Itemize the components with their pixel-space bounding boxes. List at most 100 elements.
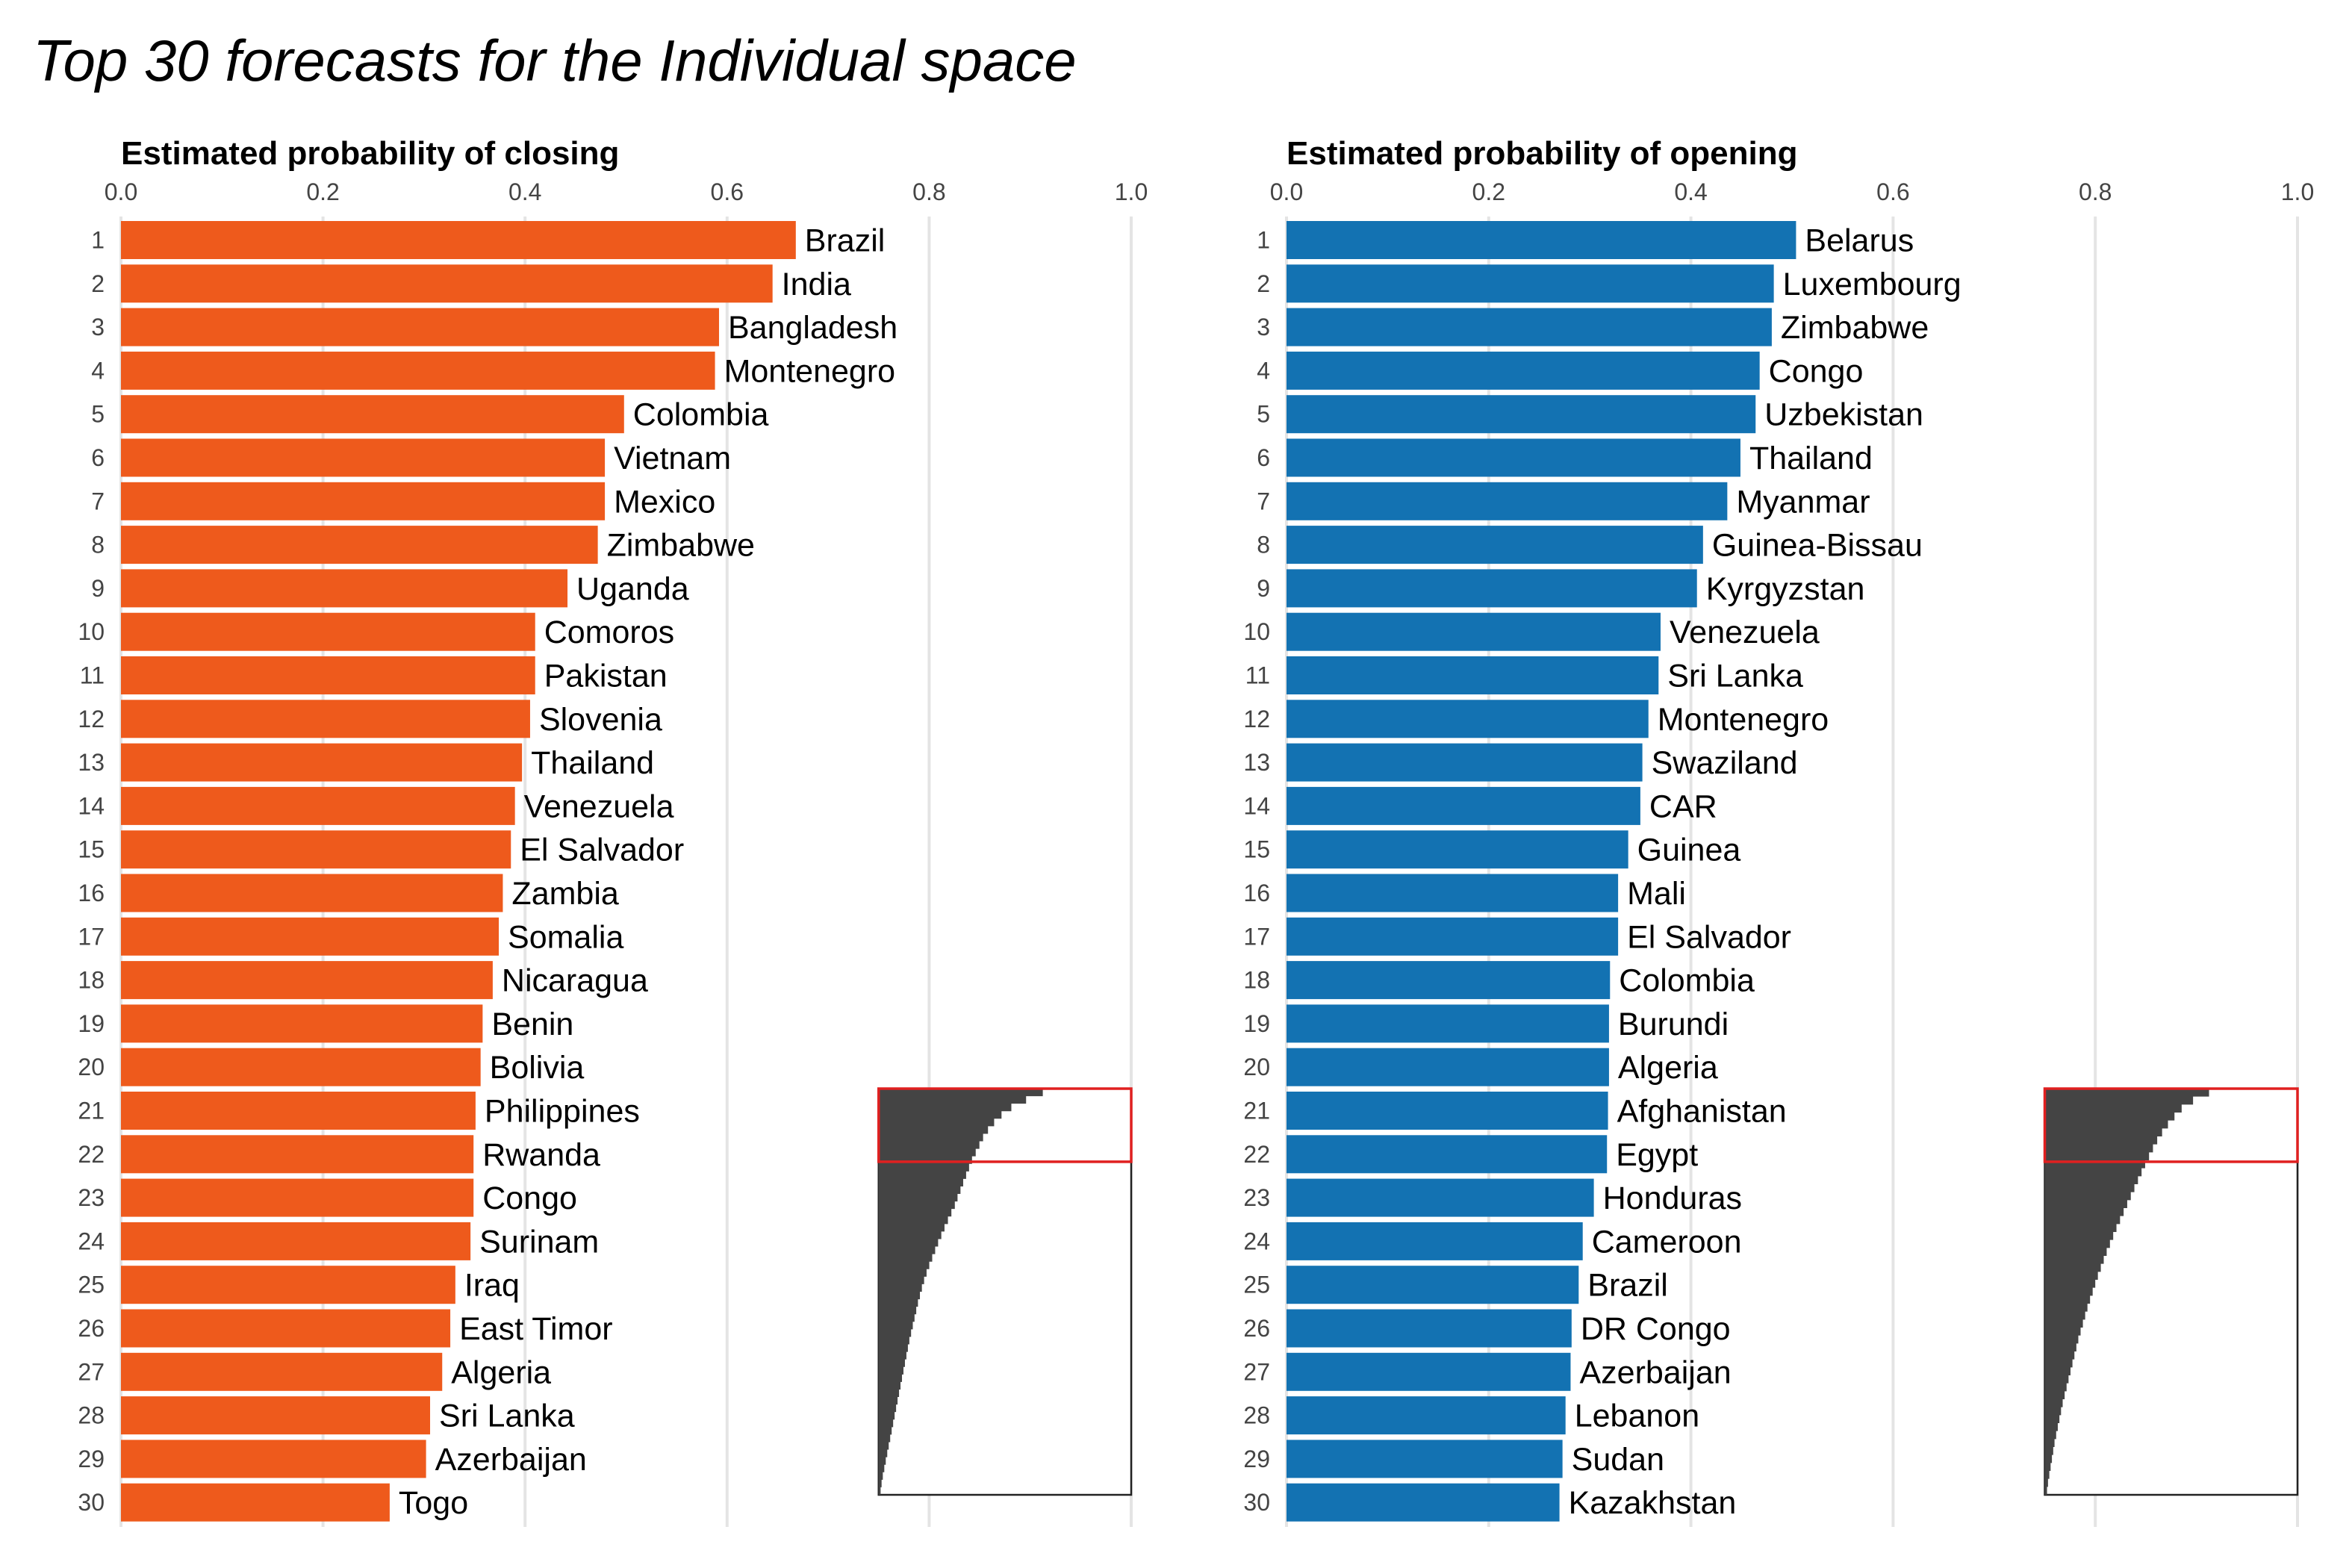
opening-bar bbox=[1287, 830, 1628, 869]
opening-category-label: Burundi bbox=[1618, 1007, 1729, 1042]
closing-bar bbox=[121, 917, 500, 956]
opening-bar bbox=[1287, 1352, 1571, 1391]
opening-category-label: Cameroon bbox=[1592, 1224, 1742, 1260]
opening-bar bbox=[1287, 1178, 1594, 1217]
closing-bar bbox=[121, 612, 535, 651]
opening-gridlines bbox=[1285, 217, 2299, 1527]
closing-category-label: Bolivia bbox=[490, 1050, 585, 1086]
closing-rank-label: 27 bbox=[78, 1358, 105, 1385]
opening-category-label: Congo bbox=[1769, 353, 1864, 389]
opening-bar bbox=[1287, 612, 1661, 651]
opening-category-label: Venezuela bbox=[1670, 615, 1820, 650]
closing-rank-label: 2 bbox=[91, 270, 105, 297]
closing-rank-label: 29 bbox=[78, 1446, 105, 1472]
closing-bar bbox=[121, 264, 773, 303]
closing-category-label: Algeria bbox=[451, 1354, 551, 1390]
closing-category-label: Nicaragua bbox=[502, 963, 648, 999]
opening-bar bbox=[1287, 874, 1619, 912]
closing-bars bbox=[121, 221, 796, 1522]
opening-rank-label: 28 bbox=[1243, 1402, 1270, 1429]
opening-x-tick-label: 0.2 bbox=[1472, 178, 1505, 205]
closing-category-label: Togo bbox=[399, 1485, 468, 1521]
opening-category-label: Belarus bbox=[1805, 223, 1914, 259]
closing-bar bbox=[121, 1135, 474, 1174]
closing-rank-label: 25 bbox=[78, 1272, 105, 1298]
opening-category-label: El Salvador bbox=[1627, 919, 1791, 955]
opening-rank-label: 16 bbox=[1243, 880, 1270, 906]
opening-bar bbox=[1287, 961, 1611, 1000]
opening-x-tick-label: 0.0 bbox=[1270, 178, 1303, 205]
opening-category-label: Sri Lanka bbox=[1667, 659, 1803, 694]
closing-category-label: Rwanda bbox=[482, 1137, 600, 1173]
page-title: Top 30 forecasts for the Individual spac… bbox=[33, 28, 1077, 93]
closing-rank-label: 17 bbox=[78, 923, 105, 950]
opening-bar bbox=[1287, 1222, 1583, 1260]
closing-rank-label: 16 bbox=[78, 880, 105, 906]
closing-category-label: Slovenia bbox=[539, 702, 662, 738]
opening-rank-label: 17 bbox=[1243, 923, 1270, 950]
closing-rank-label: 15 bbox=[78, 836, 105, 863]
closing-category-label: Brazil bbox=[805, 223, 886, 259]
opening-category-label: Algeria bbox=[1618, 1050, 1718, 1086]
opening-category-label: Mali bbox=[1627, 876, 1686, 912]
opening-bar bbox=[1287, 1048, 1609, 1086]
opening-rank-label: 15 bbox=[1243, 836, 1270, 863]
opening-category-label: Kyrgyzstan bbox=[1706, 571, 1865, 607]
closing-bar bbox=[121, 830, 511, 869]
closing-bar bbox=[121, 1396, 431, 1435]
opening-rank-label: 27 bbox=[1243, 1358, 1270, 1385]
opening-bars bbox=[1287, 221, 1796, 1522]
opening-category-label: Zimbabwe bbox=[1781, 310, 1929, 346]
closing-category-label: Congo bbox=[482, 1180, 577, 1216]
opening-bar bbox=[1287, 569, 1697, 608]
opening-bar bbox=[1287, 264, 1774, 303]
opening-bar bbox=[1287, 438, 1740, 477]
opening-category-label: Azerbaijan bbox=[1579, 1354, 1731, 1390]
closing-category-label: Mexico bbox=[614, 484, 715, 520]
closing-panel-title: Estimated probability of closing bbox=[121, 135, 619, 172]
opening-inset bbox=[2043, 1087, 2299, 1496]
opening-rank-label: 30 bbox=[1243, 1489, 1270, 1516]
opening-rank-label: 19 bbox=[1243, 1010, 1270, 1037]
opening-rank-label: 9 bbox=[1257, 575, 1270, 602]
opening-rank-label: 13 bbox=[1243, 749, 1270, 776]
opening-inset-area bbox=[2044, 1089, 2209, 1495]
opening-bar bbox=[1287, 351, 1760, 390]
closing-rank-label: 22 bbox=[78, 1141, 105, 1168]
closing-rank-label: 26 bbox=[78, 1315, 105, 1342]
closing-category-label: Venezuela bbox=[524, 788, 674, 824]
opening-category-label: Montenegro bbox=[1658, 702, 1829, 738]
closing-bar bbox=[121, 569, 568, 608]
closing-rank-label: 3 bbox=[91, 314, 105, 340]
closing-rank-label: 4 bbox=[91, 357, 105, 384]
closing-bar bbox=[121, 221, 796, 259]
opening-rank-label: 22 bbox=[1243, 1141, 1270, 1168]
opening-rank-label: 1 bbox=[1257, 227, 1270, 254]
opening-category-labels: Belarus Luxembourg Zimbabwe Congo Uzbekistan… bbox=[1569, 223, 1961, 1522]
closing-category-label: Montenegro bbox=[724, 353, 895, 389]
opening-category-label: DR Congo bbox=[1581, 1311, 1731, 1347]
opening-category-label: Sudan bbox=[1572, 1442, 1664, 1478]
closing-bar bbox=[121, 308, 719, 346]
closing-rank-label: 20 bbox=[78, 1054, 105, 1080]
closing-bar bbox=[121, 743, 523, 782]
closing-bar bbox=[121, 1352, 443, 1391]
closing-category-labels: Brazil India Bangladesh Montenegro Colombia V… bbox=[399, 223, 897, 1522]
opening-rank-label: 12 bbox=[1243, 706, 1270, 732]
closing-bar bbox=[121, 1266, 455, 1304]
closing-bar bbox=[121, 438, 606, 477]
opening-rank-label: 20 bbox=[1243, 1054, 1270, 1080]
closing-bar bbox=[121, 1309, 451, 1348]
closing-inset-highlight bbox=[877, 1087, 1133, 1163]
closing-inset bbox=[877, 1087, 1133, 1496]
opening-bar bbox=[1287, 526, 1703, 564]
closing-category-label: El Salvador bbox=[520, 833, 684, 868]
opening-bar bbox=[1287, 656, 1659, 694]
closing-bar bbox=[121, 351, 715, 390]
opening-rank-label: 26 bbox=[1243, 1315, 1270, 1342]
closing-bar bbox=[121, 1178, 474, 1217]
closing-x-tick-label: 0.0 bbox=[105, 178, 137, 205]
opening-rank-label: 11 bbox=[1245, 662, 1270, 689]
closing-rank-label: 21 bbox=[78, 1098, 105, 1124]
opening-bar bbox=[1287, 308, 1772, 346]
